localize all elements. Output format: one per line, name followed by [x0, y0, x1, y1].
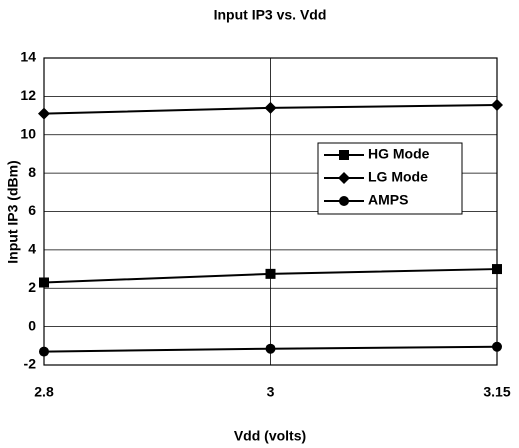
- y-tick-label: 14: [20, 49, 36, 65]
- legend-label: LG Mode: [368, 169, 428, 185]
- marker-circle: [39, 346, 49, 357]
- marker-diamond: [38, 107, 50, 120]
- marker-square: [339, 150, 349, 160]
- x-axis-label: Vdd (volts): [234, 428, 306, 444]
- marker-square: [39, 277, 49, 288]
- y-tick-label: 0: [28, 317, 36, 333]
- marker-square: [492, 264, 502, 275]
- x-tick-label: 2.8: [34, 384, 54, 400]
- y-tick-label: 10: [20, 125, 36, 141]
- marker-circle: [492, 341, 502, 352]
- marker-circle: [339, 196, 349, 206]
- y-tick-label: 12: [20, 87, 36, 103]
- y-tick-label: -2: [24, 356, 37, 372]
- x-tick-label: 3.15: [483, 384, 510, 400]
- chart-title: Input IP3 vs. Vdd: [214, 7, 327, 23]
- legend-label: HG Mode: [368, 146, 430, 162]
- y-axis-label: Input IP3 (dBm): [5, 160, 21, 263]
- y-tick-label: 4: [28, 241, 36, 257]
- plot-border: [43, 57, 498, 366]
- marker-diamond: [338, 172, 350, 184]
- legend-label: AMPS: [368, 192, 408, 208]
- y-tick-label: 6: [28, 202, 36, 218]
- marker-diamond: [264, 101, 277, 114]
- marker-diamond: [491, 99, 503, 112]
- y-tick-label: 8: [28, 164, 36, 180]
- x-tick-label: 3: [267, 384, 275, 400]
- y-tick-label: 2: [28, 279, 36, 295]
- marker-circle: [265, 343, 276, 354]
- marker-square: [265, 268, 276, 279]
